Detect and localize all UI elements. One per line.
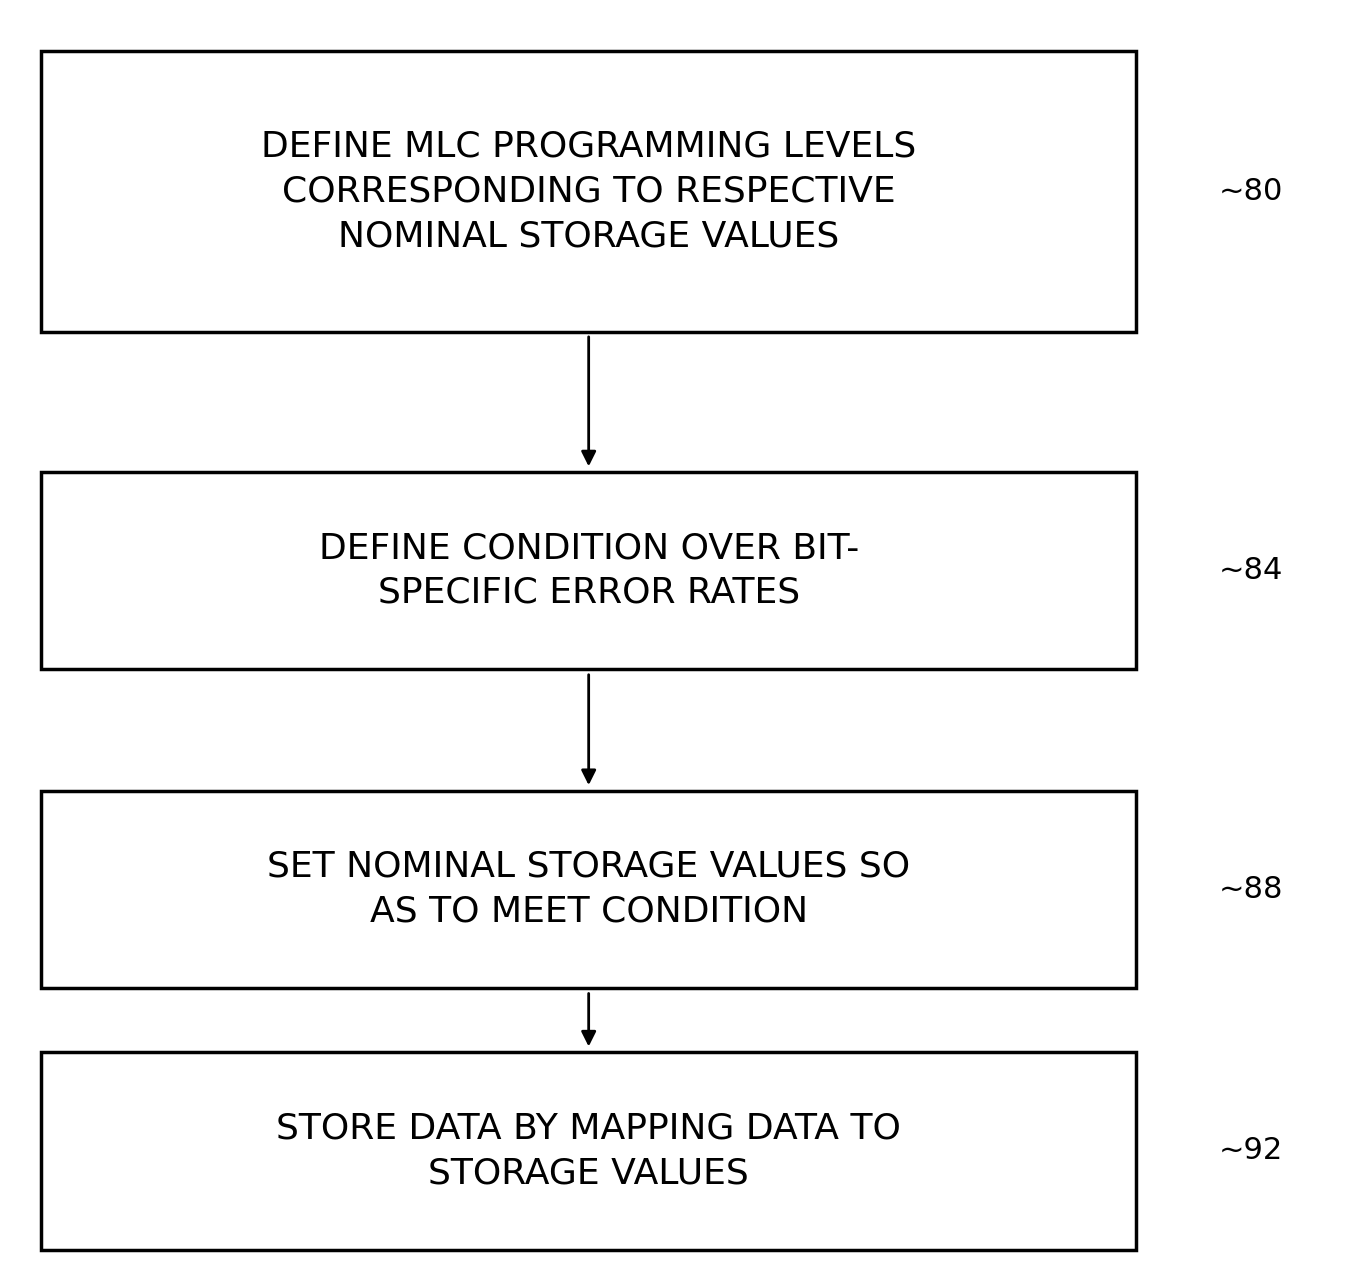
Text: ~92: ~92 xyxy=(1218,1136,1283,1165)
Bar xyxy=(41,51,1136,332)
Bar xyxy=(41,472,1136,669)
Text: STORE DATA BY MAPPING DATA TO
STORAGE VALUES: STORE DATA BY MAPPING DATA TO STORAGE VA… xyxy=(277,1112,901,1190)
Text: ~80: ~80 xyxy=(1218,177,1283,205)
Text: DEFINE MLC PROGRAMMING LEVELS
CORRESPONDING TO RESPECTIVE
NOMINAL STORAGE VALUES: DEFINE MLC PROGRAMMING LEVELS CORRESPOND… xyxy=(261,130,916,252)
Text: DEFINE CONDITION OVER BIT-
SPECIFIC ERROR RATES: DEFINE CONDITION OVER BIT- SPECIFIC ERRO… xyxy=(319,532,858,609)
Text: SET NOMINAL STORAGE VALUES SO
AS TO MEET CONDITION: SET NOMINAL STORAGE VALUES SO AS TO MEET… xyxy=(267,850,910,928)
Text: ~88: ~88 xyxy=(1218,875,1283,904)
Text: ~84: ~84 xyxy=(1218,556,1283,585)
Bar xyxy=(41,790,1136,988)
Bar xyxy=(41,1052,1136,1250)
